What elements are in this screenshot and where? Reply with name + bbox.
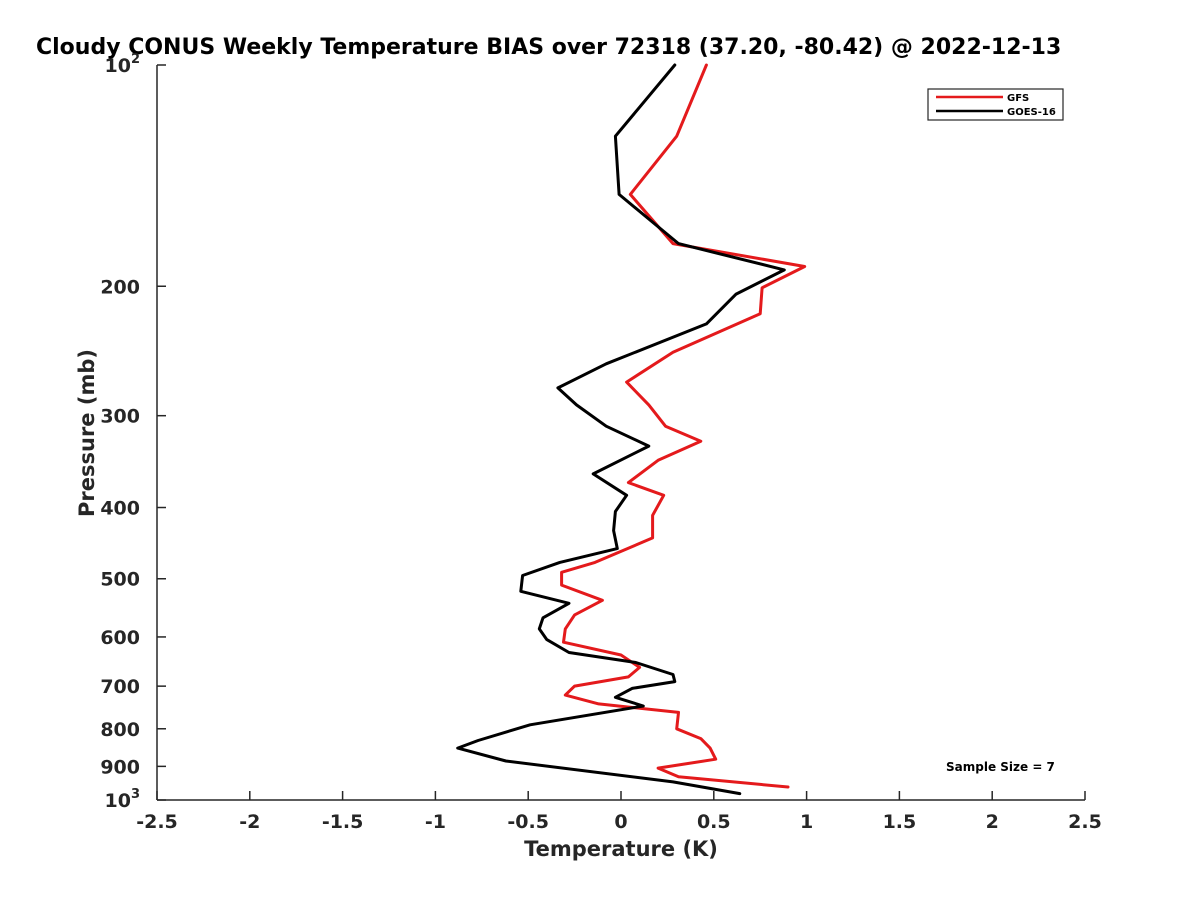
x-tick-label: -2: [239, 811, 260, 833]
legend-label-gfs: GFS: [1007, 93, 1029, 104]
x-tick-label: 1: [800, 811, 813, 833]
y-tick-label: 800: [100, 719, 140, 741]
x-tick-label: 2.5: [1068, 811, 1102, 833]
series-line-goes16: [456, 63, 786, 796]
y-tick-label: 600: [100, 627, 140, 649]
y-tick-label: 103: [105, 787, 141, 812]
chart-title: Cloudy CONUS Weekly Temperature BIAS ove…: [36, 35, 1061, 60]
x-tick-label: 0.5: [697, 811, 731, 833]
y-tick-label: 400: [100, 498, 140, 520]
x-axis-label: Temperature (K): [524, 837, 718, 861]
y-tick-label: 900: [100, 756, 140, 778]
legend: GFS GOES-16: [927, 88, 1064, 121]
legend-label-goes16: GOES-16: [1007, 107, 1056, 118]
x-tick-label: 1.5: [883, 811, 917, 833]
x-tick-label: -1.5: [322, 811, 364, 833]
sample-size-note: Sample Size = 7: [946, 760, 1055, 774]
y-tick-label: 300: [100, 406, 140, 428]
x-tick-label: -0.5: [507, 811, 549, 833]
y-tick-label: 500: [100, 569, 140, 591]
x-tick-label: -2.5: [136, 811, 178, 833]
series-layer: [456, 63, 807, 796]
y-tick-label: 700: [100, 676, 140, 698]
y-tick-label: 200: [100, 276, 140, 298]
y-ticks: 102 200 300 400 500 600 700 800 900 103: [100, 52, 166, 812]
x-tick-label: 2: [986, 811, 999, 833]
x-tick-label: 0: [614, 811, 627, 833]
legend-box: [927, 88, 1064, 121]
y-tick-label: 102: [105, 52, 141, 77]
y-axis-label: Pressure (mb): [75, 349, 99, 517]
series-line-gfs: [560, 63, 807, 789]
x-ticks: -2.5 -2 -1.5 -1 -0.5 0 0.5 1 1.5 2 2.5: [136, 791, 1102, 833]
x-tick-label: -1: [425, 811, 446, 833]
